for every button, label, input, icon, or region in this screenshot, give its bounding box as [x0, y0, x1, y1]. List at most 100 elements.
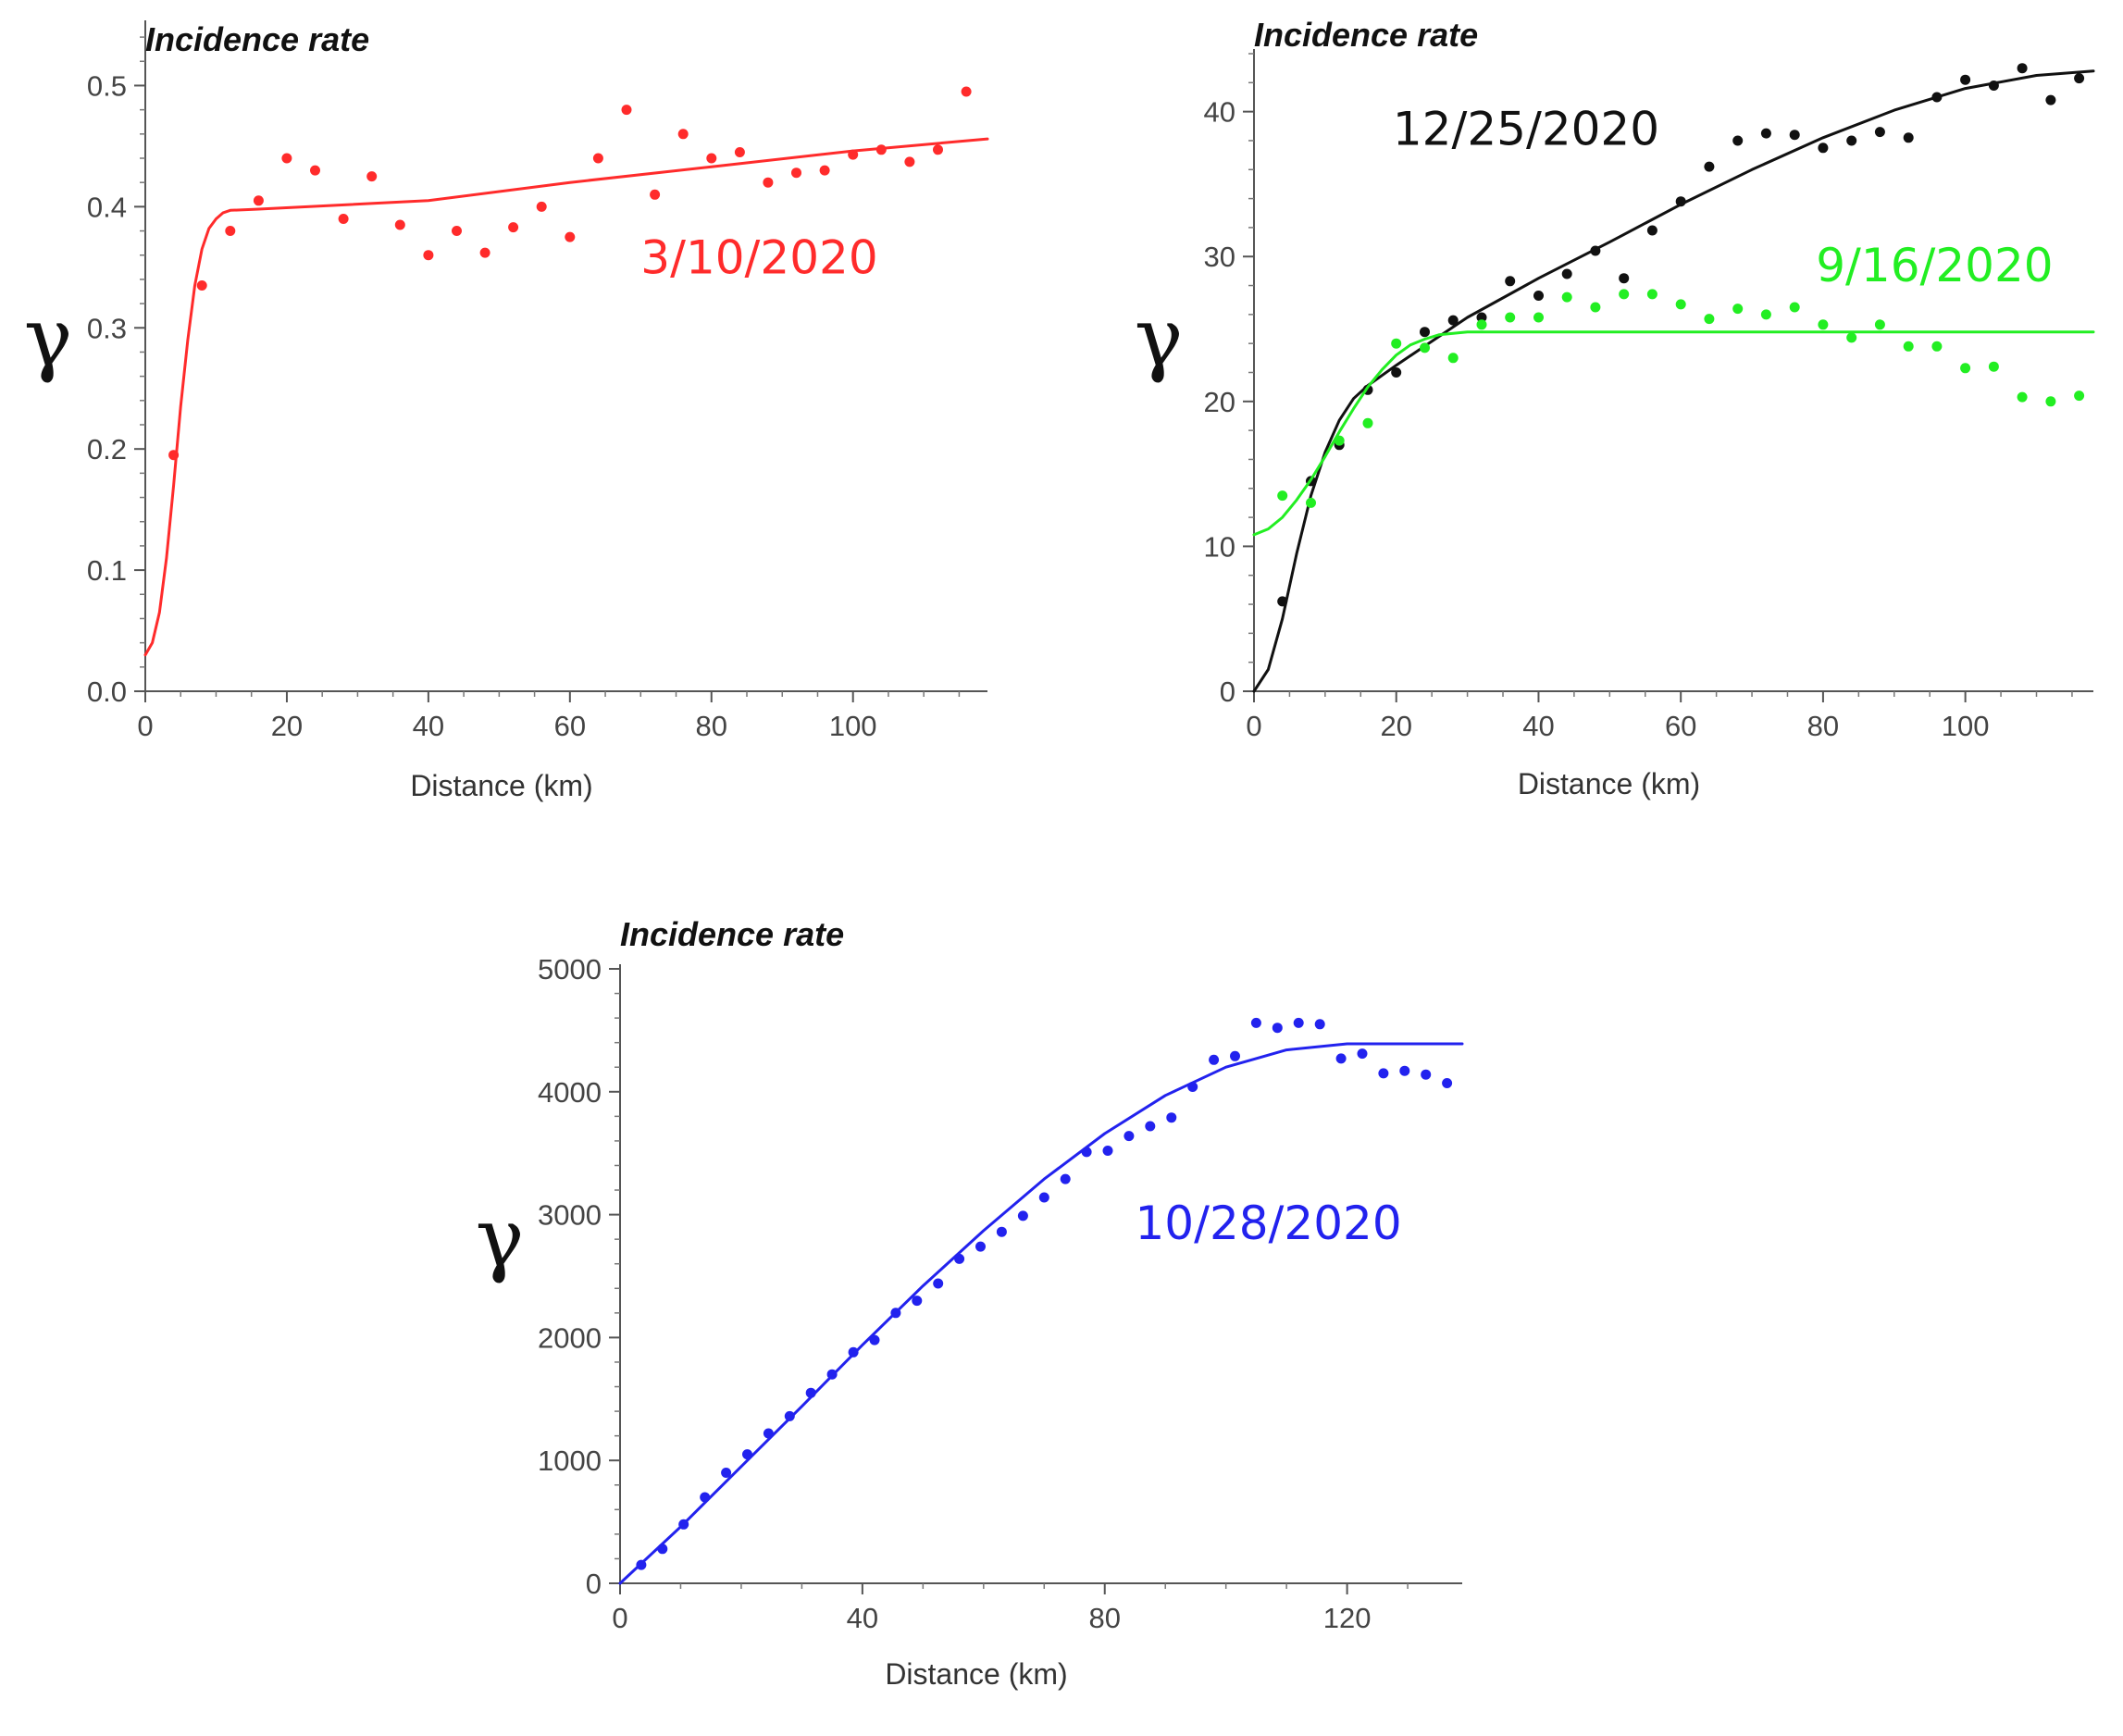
y-tick-label: 0 [586, 1568, 602, 1600]
data-point-12-25-2020 [1590, 245, 1601, 256]
data-point-10-28-2020 [1145, 1121, 1156, 1132]
y-axis-label: γ [1135, 290, 1184, 385]
data-point-10-28-2020 [1124, 1131, 1135, 1142]
data-point-10-28-2020 [1187, 1082, 1198, 1092]
data-point-3-10-2020 [196, 280, 207, 291]
x-axis-label: Distance (km) [1518, 767, 1700, 800]
data-point-3-10-2020 [677, 129, 689, 140]
data-point-10-28-2020 [1421, 1069, 1432, 1080]
x-tick-label: 0 [137, 710, 153, 742]
data-point-9-16-2020 [1732, 304, 1744, 315]
data-point-10-28-2020 [826, 1369, 838, 1380]
data-point-12-25-2020 [2045, 94, 2056, 105]
data-point-3-10-2020 [819, 165, 830, 176]
x-axis-label: Distance (km) [885, 1657, 1067, 1691]
data-point-3-10-2020 [479, 247, 490, 258]
x-tick-label: 100 [829, 710, 877, 742]
data-point-9-16-2020 [1334, 435, 1345, 446]
data-point-10-28-2020 [1060, 1173, 1071, 1184]
y-tick-label: 2000 [538, 1321, 602, 1354]
data-point-3-10-2020 [734, 147, 745, 157]
data-point-3-10-2020 [168, 450, 180, 461]
y-tick-label: 30 [1204, 241, 1235, 273]
y-tick-label: 0 [1220, 676, 1235, 708]
y-tick-label: 20 [1204, 386, 1235, 418]
data-point-9-16-2020 [1277, 490, 1288, 502]
data-point-12-25-2020 [1277, 596, 1288, 607]
series-date-label: 10/28/2020 [1135, 1197, 1401, 1250]
y-tick-label: 40 [1204, 96, 1235, 129]
data-point-3-10-2020 [621, 105, 632, 116]
data-point-10-28-2020 [1357, 1048, 1368, 1060]
x-axis-label: Distance (km) [410, 769, 592, 802]
data-point-9-16-2020 [1903, 341, 1914, 352]
chart-incidence-march: 0.0 0.1 0.2 0.3 0.4 0.5 0 20 40 60 80 100 Incidence … [24, 20, 989, 802]
data-point-12-25-2020 [1391, 367, 1402, 378]
data-point-3-10-2020 [592, 153, 603, 164]
data-point-12-25-2020 [2017, 63, 2028, 74]
data-point-12-25-2020 [1420, 327, 1430, 338]
data-point-10-28-2020 [657, 1544, 668, 1555]
data-point-10-28-2020 [933, 1278, 944, 1289]
data-point-3-10-2020 [508, 222, 519, 233]
x-tick-label: 20 [271, 710, 303, 742]
data-point-10-28-2020 [1399, 1065, 1410, 1076]
data-point-3-10-2020 [763, 177, 774, 188]
x-tick-label: 0 [612, 1602, 627, 1634]
data-point-3-10-2020 [875, 144, 887, 155]
data-point-3-10-2020 [452, 226, 462, 236]
data-point-10-28-2020 [1209, 1054, 1220, 1065]
data-point-3-10-2020 [848, 149, 859, 160]
data-point-9-16-2020 [1505, 312, 1516, 323]
data-point-9-16-2020 [1362, 417, 1373, 428]
data-point-3-10-2020 [338, 214, 349, 224]
data-point-9-16-2020 [1818, 319, 1829, 330]
fit-curve-12-25-2020 [1252, 69, 2095, 693]
data-point-9-16-2020 [1931, 341, 1943, 352]
data-point-3-10-2020 [394, 219, 405, 230]
y-tick-label: 0.1 [87, 554, 127, 587]
data-point-12-25-2020 [1903, 132, 1914, 143]
data-point-12-25-2020 [1874, 127, 1885, 138]
x-tick-label: 0 [1246, 710, 1261, 742]
data-point-9-16-2020 [2017, 391, 2028, 403]
data-point-3-10-2020 [366, 171, 378, 182]
fit-curve-9-16-2020 [1252, 330, 2095, 537]
chart-incidence-october: 0 1000 2000 3000 4000 5000 0 40 80 120 Incidence r… [476, 915, 1464, 1691]
data-point-10-28-2020 [636, 1559, 647, 1570]
y-tick-label: 0.4 [87, 191, 127, 223]
y-axis-label: γ [24, 290, 73, 385]
data-point-3-10-2020 [225, 226, 236, 236]
data-point-9-16-2020 [1533, 312, 1544, 323]
data-point-3-10-2020 [281, 153, 292, 164]
data-point-10-28-2020 [1250, 1017, 1261, 1028]
data-point-10-28-2020 [805, 1387, 816, 1398]
data-point-9-16-2020 [1646, 289, 1657, 300]
data-point-10-28-2020 [975, 1241, 986, 1252]
x-tick-label: 80 [1088, 1602, 1120, 1634]
y-tick-label: 4000 [538, 1076, 602, 1109]
data-point-9-16-2020 [1789, 302, 1800, 313]
data-point-10-28-2020 [890, 1308, 901, 1319]
data-point-10-28-2020 [1038, 1192, 1049, 1203]
data-point-10-28-2020 [1272, 1023, 1283, 1034]
x-tick-label: 40 [413, 710, 444, 742]
x-tick-label: 80 [1807, 710, 1839, 742]
data-point-9-16-2020 [1874, 319, 1885, 330]
data-point-9-16-2020 [1590, 302, 1601, 313]
x-tick-label: 60 [1665, 710, 1696, 742]
y-tick-label: 3000 [538, 1199, 602, 1232]
data-point-3-10-2020 [933, 144, 943, 155]
data-point-9-16-2020 [1988, 361, 1999, 372]
data-point-12-25-2020 [1789, 130, 1800, 141]
data-point-12-25-2020 [1675, 196, 1686, 207]
data-point-9-16-2020 [1561, 291, 1572, 303]
data-point-3-10-2020 [961, 86, 972, 97]
data-point-9-16-2020 [1476, 319, 1487, 330]
x-tick-label: 60 [554, 710, 586, 742]
y-tick-label: 10 [1204, 530, 1235, 563]
data-point-10-28-2020 [1081, 1147, 1092, 1158]
chart-title: Incidence rate [1254, 16, 1478, 54]
series-date-label: 3/10/2020 [640, 230, 877, 284]
